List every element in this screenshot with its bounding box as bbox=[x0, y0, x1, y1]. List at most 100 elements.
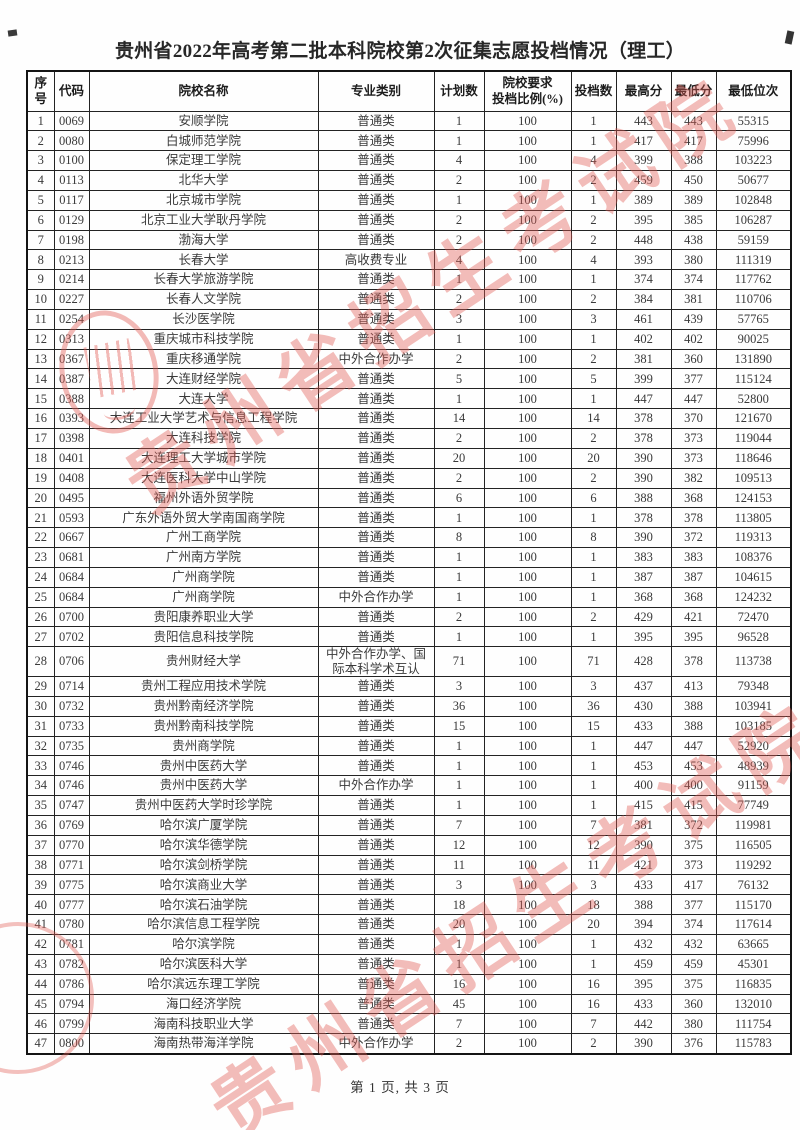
cell-category: 普通类 bbox=[317, 150, 435, 172]
cell-seq: 20 bbox=[26, 487, 55, 509]
cell-code: 0198 bbox=[53, 229, 90, 251]
table-row: 25 0684 广州商学院 中外合作办学 1 100 1 368 368 124232 bbox=[26, 586, 792, 608]
cell-category: 高收费专业 bbox=[317, 249, 435, 271]
cell-seq: 37 bbox=[26, 834, 55, 856]
cell-name: 大连工业大学艺术与信息工程学院 bbox=[88, 408, 319, 429]
table-row: 20 0495 福州外语外贸学院 普通类 6 100 6 388 368 124153 bbox=[26, 487, 792, 509]
cell-filed: 1 bbox=[570, 130, 617, 152]
cell-plan: 7 bbox=[433, 1013, 485, 1035]
cell-name: 哈尔滨广厦学院 bbox=[88, 814, 319, 836]
cell-min-rank: 111754 bbox=[715, 1013, 792, 1035]
cell-filed: 6 bbox=[570, 487, 617, 509]
cell-max-score: 443 bbox=[615, 110, 672, 132]
cell-min-rank: 102848 bbox=[715, 189, 792, 211]
cell-category: 普通类 bbox=[317, 487, 435, 509]
cell-plan: 12 bbox=[433, 834, 485, 856]
cell-min-score: 421 bbox=[670, 606, 717, 628]
cell-code: 0782 bbox=[53, 953, 90, 975]
cell-seq: 39 bbox=[26, 874, 55, 896]
cell-ratio: 100 bbox=[483, 1013, 572, 1035]
cell-plan: 2 bbox=[433, 467, 485, 489]
cell-ratio: 100 bbox=[483, 914, 572, 935]
cell-seq: 47 bbox=[26, 1033, 55, 1055]
cell-min-rank: 117614 bbox=[715, 914, 792, 935]
table-row: 5 0117 北京城市学院 普通类 1 100 1 389 389 102848 bbox=[26, 189, 792, 211]
table-row: 41 0780 哈尔滨信息工程学院 普通类 20 100 20 394 374 117614 bbox=[26, 914, 792, 935]
cell-filed: 11 bbox=[570, 854, 617, 876]
cell-ratio: 100 bbox=[483, 170, 572, 191]
cell-ratio: 100 bbox=[483, 735, 572, 757]
cell-ratio: 100 bbox=[483, 676, 572, 697]
cell-seq: 40 bbox=[26, 894, 55, 916]
cell-plan: 2 bbox=[433, 606, 485, 628]
table-row: 7 0198 渤海大学 普通类 2 100 2 448 438 59159 bbox=[26, 229, 792, 251]
cell-min-score: 368 bbox=[670, 487, 717, 509]
cell-ratio: 100 bbox=[483, 328, 572, 350]
cell-ratio: 100 bbox=[483, 189, 572, 211]
cell-name: 广州商学院 bbox=[88, 586, 319, 608]
cell-min-score: 439 bbox=[670, 308, 717, 330]
cell-name: 广州商学院 bbox=[88, 566, 319, 588]
cell-max-score: 399 bbox=[615, 150, 672, 172]
cell-code: 0113 bbox=[53, 170, 90, 191]
cell-name: 福州外语外贸学院 bbox=[88, 487, 319, 509]
cell-code: 0213 bbox=[53, 249, 90, 271]
cell-ratio: 100 bbox=[483, 428, 572, 449]
table-header-row: 序号 代码 院校名称 专业类别 计划数 院校要求 投档比例(%) 投档数 最高分 最低分 最低位次 bbox=[26, 70, 792, 112]
cell-ratio: 100 bbox=[483, 715, 572, 737]
cell-min-rank: 119313 bbox=[715, 527, 792, 549]
cell-max-score: 430 bbox=[615, 695, 672, 717]
cell-plan: 8 bbox=[433, 527, 485, 549]
cell-min-rank: 103941 bbox=[715, 695, 792, 717]
cell-ratio: 100 bbox=[483, 1033, 572, 1055]
cell-filed: 3 bbox=[570, 308, 617, 330]
cell-name: 大连财经学院 bbox=[88, 368, 319, 390]
cell-ratio: 100 bbox=[483, 110, 572, 132]
cell-min-score: 372 bbox=[670, 527, 717, 549]
cell-seq: 25 bbox=[26, 586, 55, 608]
cell-plan: 2 bbox=[433, 170, 485, 191]
cell-ratio: 100 bbox=[483, 467, 572, 489]
cell-min-rank: 91159 bbox=[715, 775, 792, 797]
cell-filed: 2 bbox=[570, 428, 617, 449]
cell-category: 普通类 bbox=[317, 229, 435, 251]
cell-code: 0401 bbox=[53, 447, 90, 469]
cell-name: 贵州黔南科技学院 bbox=[88, 715, 319, 737]
cell-min-rank: 79348 bbox=[715, 676, 792, 697]
cell-code: 0775 bbox=[53, 874, 90, 896]
cell-seq: 5 bbox=[26, 189, 55, 211]
cell-min-score: 388 bbox=[670, 695, 717, 717]
cell-min-score: 450 bbox=[670, 170, 717, 191]
cell-min-score: 378 bbox=[670, 507, 717, 529]
cell-plan: 3 bbox=[433, 308, 485, 330]
cell-plan: 36 bbox=[433, 695, 485, 717]
cell-seq: 31 bbox=[26, 715, 55, 737]
cell-filed: 71 bbox=[570, 646, 617, 678]
cell-max-score: 381 bbox=[615, 348, 672, 370]
cell-ratio: 100 bbox=[483, 854, 572, 876]
cell-name: 贵州中医药大学 bbox=[88, 775, 319, 797]
cell-code: 0746 bbox=[53, 755, 90, 777]
cell-category: 普通类 bbox=[317, 447, 435, 469]
cell-max-score: 433 bbox=[615, 715, 672, 737]
cell-min-score: 383 bbox=[670, 547, 717, 568]
cell-min-rank: 117762 bbox=[715, 269, 792, 291]
cell-filed: 2 bbox=[570, 606, 617, 628]
table-row: 1 0069 安顺学院 普通类 1 100 1 443 443 55315 bbox=[26, 110, 792, 132]
cell-plan: 1 bbox=[433, 388, 485, 410]
cell-seq: 15 bbox=[26, 388, 55, 410]
cell-name: 贵阳信息科技学院 bbox=[88, 626, 319, 648]
column-header-1: 代码 bbox=[53, 70, 90, 112]
table-row: 34 0746 贵州中医药大学 中外合作办学 1 100 1 400 400 91159 bbox=[26, 775, 792, 797]
cell-ratio: 100 bbox=[483, 527, 572, 549]
cell-max-score: 402 bbox=[615, 328, 672, 350]
cell-code: 0313 bbox=[53, 328, 90, 350]
cell-name: 海口经济学院 bbox=[88, 993, 319, 1015]
cell-filed: 1 bbox=[570, 953, 617, 975]
cell-name: 贵州中医药大学 bbox=[88, 755, 319, 777]
cell-min-rank: 124153 bbox=[715, 487, 792, 509]
cell-plan: 6 bbox=[433, 487, 485, 509]
cell-ratio: 100 bbox=[483, 586, 572, 608]
cell-filed: 1 bbox=[570, 189, 617, 211]
cell-name: 长沙医学院 bbox=[88, 308, 319, 330]
